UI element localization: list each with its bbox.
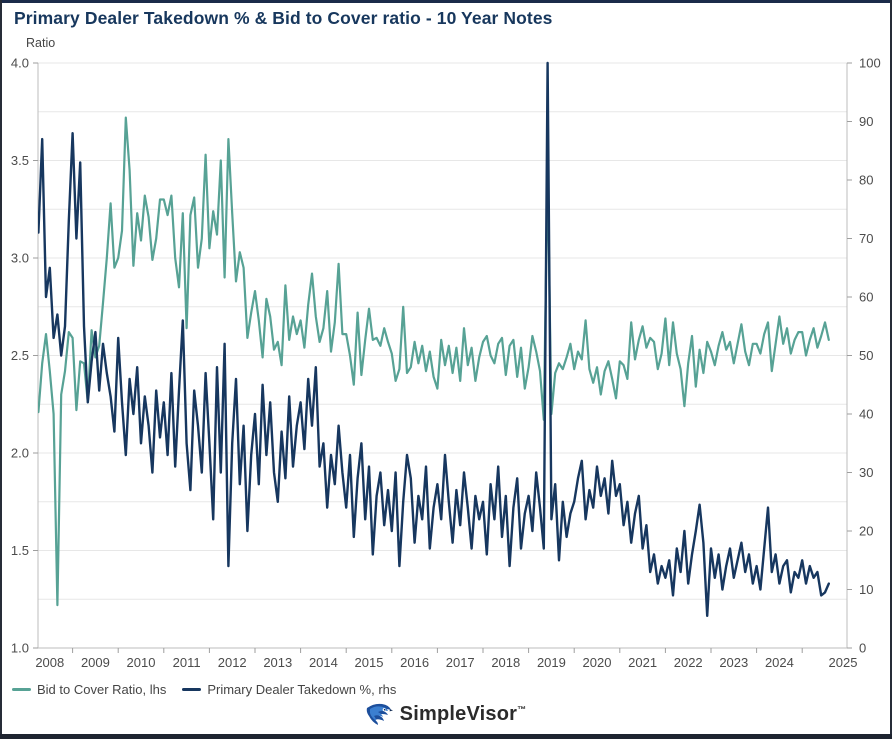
svg-text:60: 60 [859, 290, 873, 305]
svg-text:2020: 2020 [583, 655, 612, 670]
svg-text:2024: 2024 [765, 655, 794, 670]
frame-border-right [890, 0, 892, 739]
svg-text:2014: 2014 [309, 655, 338, 670]
chart-canvas: 1.0 1.5 2.0 2.5 3.0 3.5 4.0 0 10 20 30 40 50 60 70 80 90… [11, 56, 881, 671]
logo-text: SimpleVisor™ [400, 703, 527, 726]
svg-text:2008: 2008 [35, 655, 64, 670]
eagle-icon [366, 703, 393, 725]
svg-text:50: 50 [859, 348, 873, 363]
chart-legend: Bid to Cover Ratio, lhs Primary Dealer T… [12, 682, 396, 697]
svg-text:2011: 2011 [173, 655, 201, 670]
frame-border-top [0, 0, 892, 3]
svg-text:2010: 2010 [127, 655, 156, 670]
svg-text:3.0: 3.0 [11, 251, 29, 266]
svg-text:4.0: 4.0 [11, 56, 29, 71]
legend-label-dealer-takedown: Primary Dealer Takedown %, rhs [207, 682, 397, 697]
svg-text:2013: 2013 [263, 655, 292, 670]
simplevisor-logo: SimpleVisor™ [0, 701, 892, 727]
legend-item-dealer-takedown: Primary Dealer Takedown %, rhs [182, 682, 396, 697]
svg-text:2019: 2019 [537, 655, 566, 670]
svg-text:3.5: 3.5 [11, 153, 29, 168]
legend-item-bid-to-cover: Bid to Cover Ratio, lhs [12, 682, 166, 697]
svg-text:2016: 2016 [400, 655, 429, 670]
svg-text:20: 20 [859, 524, 873, 539]
svg-text:2022: 2022 [674, 655, 703, 670]
svg-text:2015: 2015 [355, 655, 384, 670]
svg-text:2.5: 2.5 [11, 348, 29, 363]
dealer-takedown-line-swatch [182, 687, 202, 692]
svg-text:1.0: 1.0 [11, 641, 29, 656]
svg-text:2025: 2025 [829, 655, 858, 670]
trademark-symbol: ™ [517, 703, 527, 714]
svg-text:100: 100 [859, 56, 881, 71]
svg-text:1.5: 1.5 [11, 543, 29, 558]
svg-text:2009: 2009 [81, 655, 110, 670]
chart-title: Primary Dealer Takedown % & Bid to Cover… [14, 8, 553, 28]
svg-text:2021: 2021 [628, 655, 657, 670]
svg-text:90: 90 [859, 114, 873, 129]
legend-label-bid-to-cover: Bid to Cover Ratio, lhs [37, 682, 167, 697]
frame-border-left [0, 0, 2, 739]
svg-text:0: 0 [859, 641, 866, 656]
svg-text:30: 30 [859, 465, 873, 480]
svg-text:40: 40 [859, 407, 873, 422]
left-axis-title: Ratio [26, 36, 56, 50]
svg-text:70: 70 [859, 231, 873, 246]
svg-text:2017: 2017 [446, 655, 475, 670]
bid-to-cover-line-swatch [12, 687, 31, 692]
svg-text:2023: 2023 [719, 655, 748, 670]
svg-text:2.0: 2.0 [11, 446, 29, 461]
svg-text:2012: 2012 [218, 655, 247, 670]
svg-text:80: 80 [859, 173, 873, 188]
svg-text:2018: 2018 [491, 655, 520, 670]
svg-text:10: 10 [859, 582, 873, 597]
brand-name: SimpleVisor [399, 702, 518, 725]
frame-border-bottom [0, 734, 892, 739]
